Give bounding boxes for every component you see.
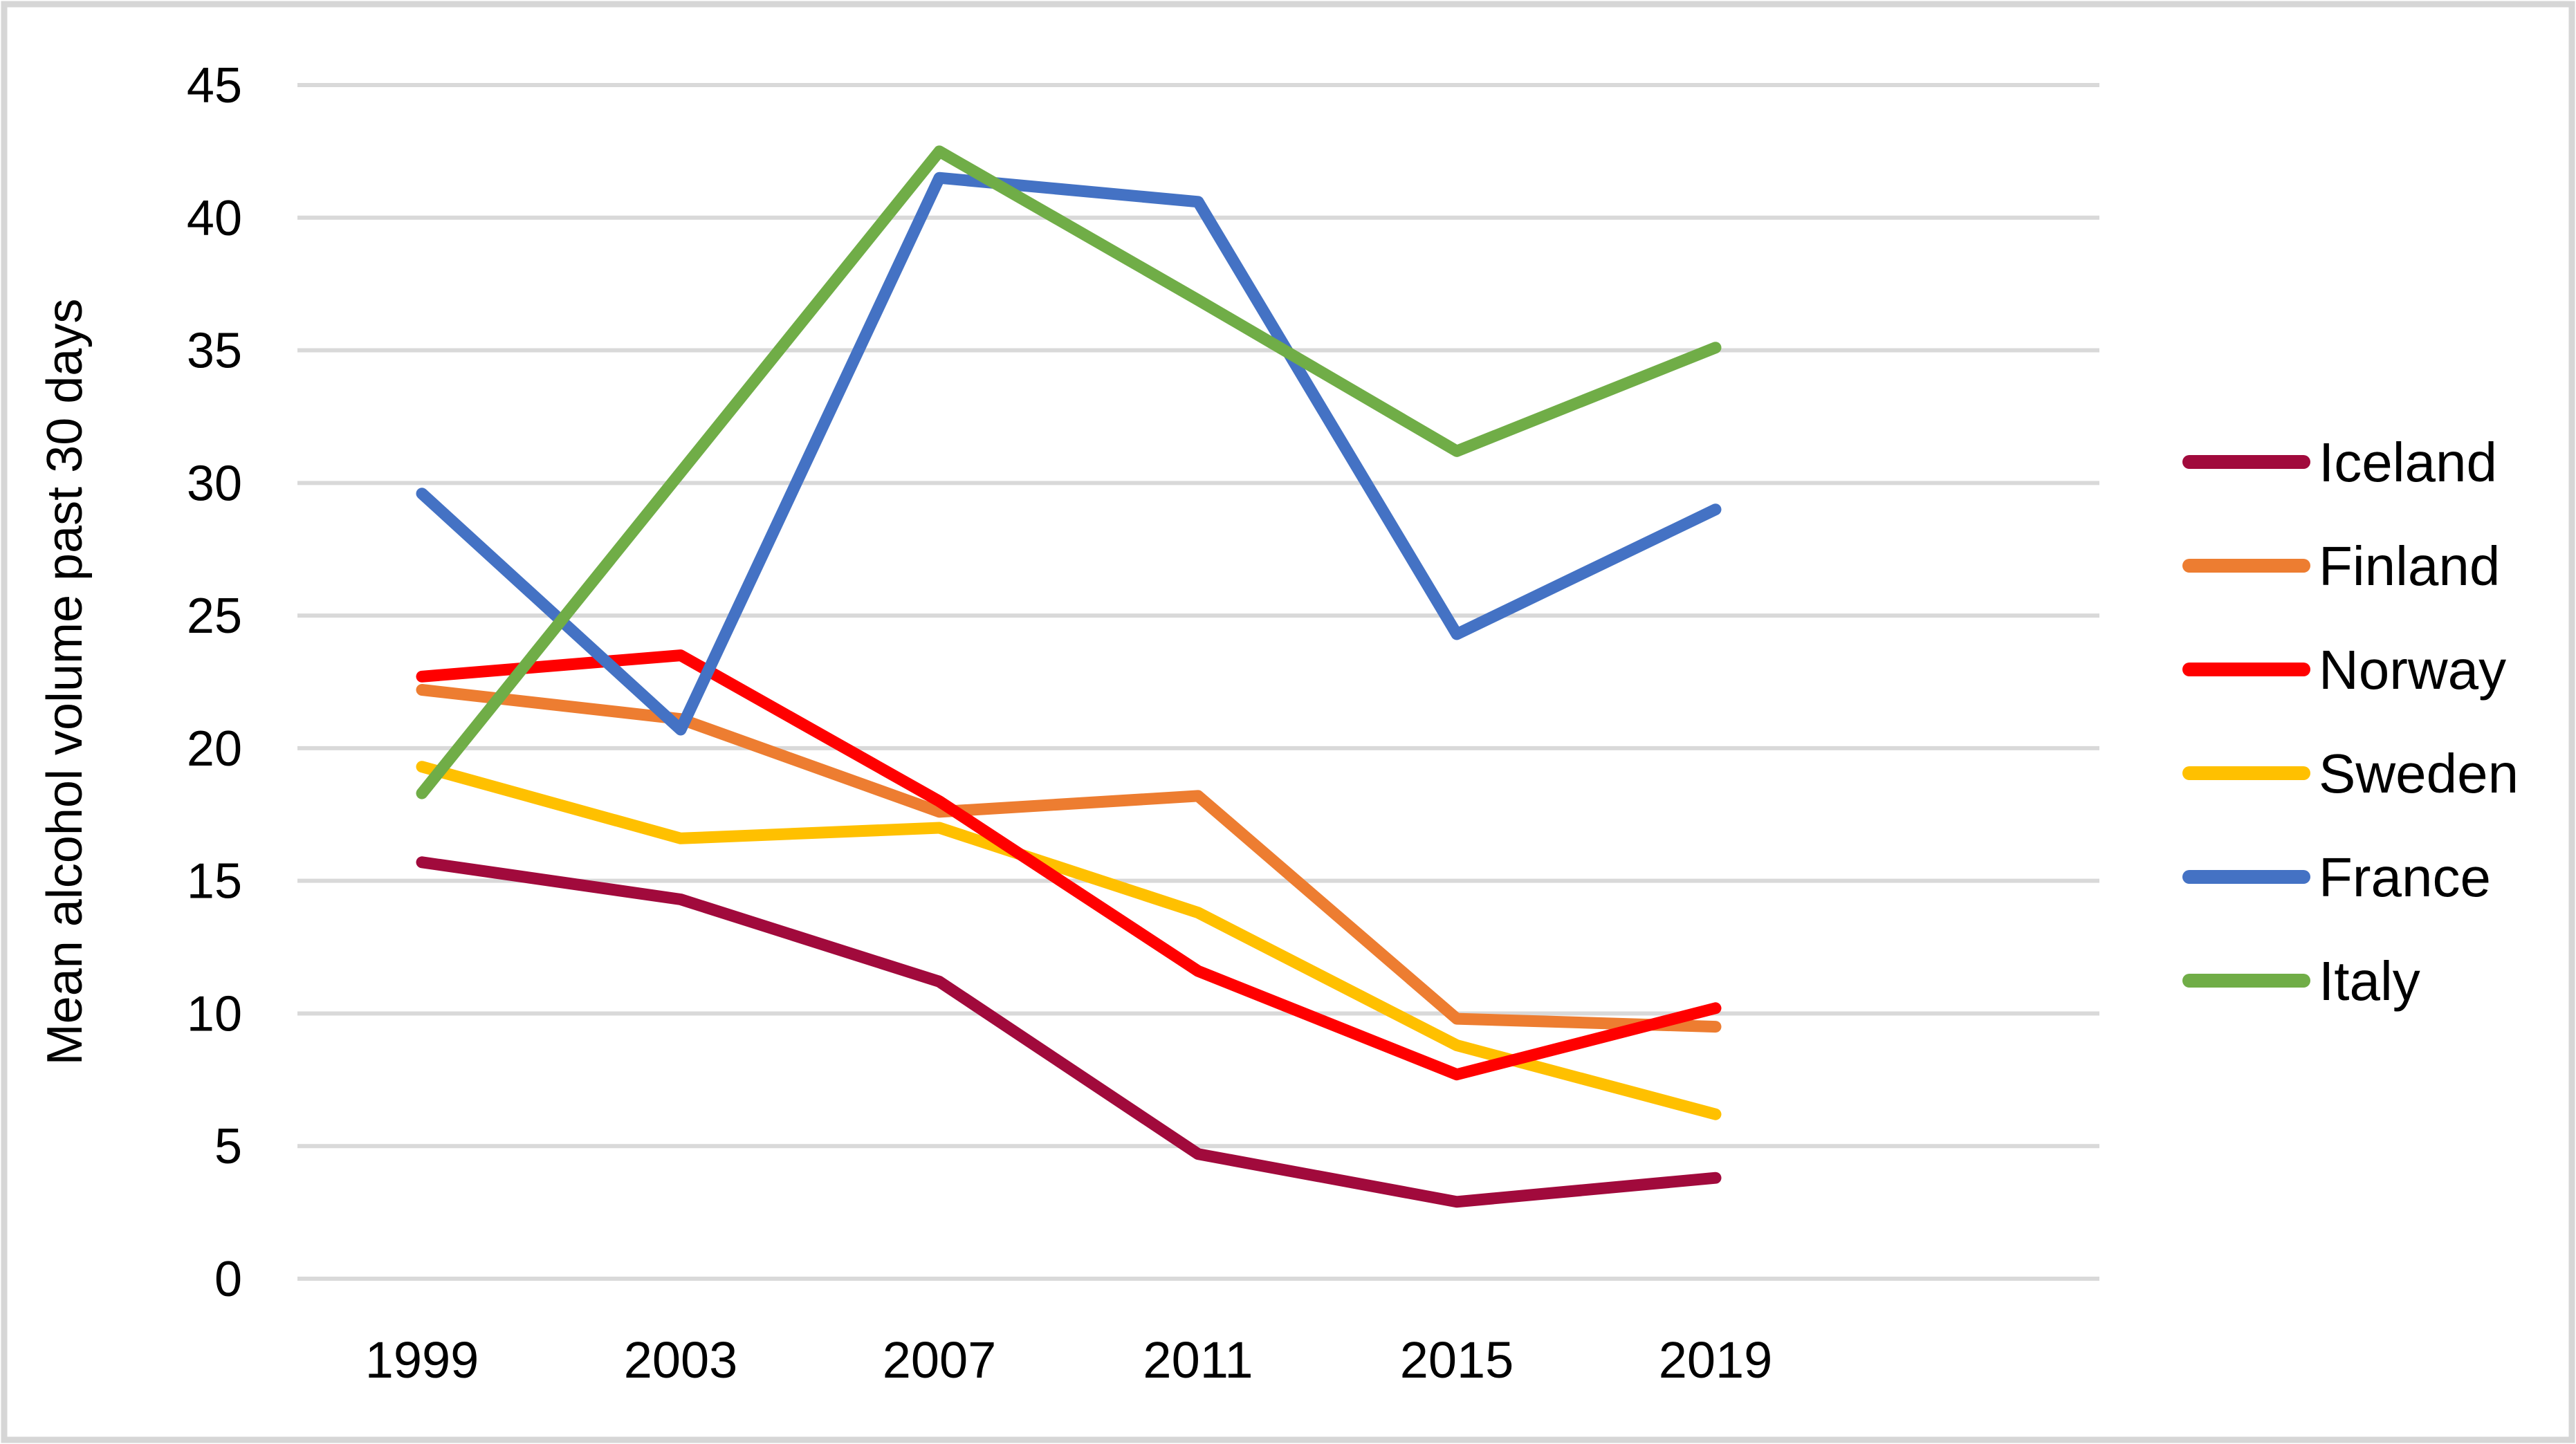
series-line-norway bbox=[416, 649, 1722, 1081]
legend-item-france: France bbox=[2182, 846, 2491, 908]
legend-item-italy: Italy bbox=[2182, 950, 2420, 1012]
legend: Iceland Finland Norway Sweden France Italy bbox=[2182, 432, 2519, 1012]
legend-label-norway: Norway bbox=[2319, 639, 2506, 701]
series-lines-group bbox=[416, 145, 1722, 1208]
y-axis-tick-label: 10 bbox=[187, 986, 242, 1042]
legend-label-sweden: Sweden bbox=[2319, 743, 2519, 804]
x-axis-tick-label: 2019 bbox=[1659, 1331, 1773, 1389]
legend-label-italy: Italy bbox=[2319, 950, 2420, 1012]
y-axis-tick-label: 15 bbox=[187, 854, 242, 909]
legend-item-finland: Finland bbox=[2182, 535, 2500, 597]
series-line-finland bbox=[416, 684, 1722, 1033]
y-axis-tick-label: 45 bbox=[187, 58, 242, 113]
legend-label-iceland: Iceland bbox=[2319, 432, 2497, 493]
x-axis-tick-label: 2015 bbox=[1400, 1331, 1514, 1389]
legend-label-france: France bbox=[2319, 846, 2491, 908]
legend-swatch-italy bbox=[2182, 974, 2310, 988]
series-line-france bbox=[416, 172, 1722, 736]
y-axis-tick-label: 35 bbox=[187, 324, 242, 379]
series-line-sweden bbox=[416, 761, 1722, 1120]
legend-label-finland: Finland bbox=[2319, 535, 2500, 597]
x-axis-tick-labels: 1999 2003 2007 2011 2015 2019 bbox=[365, 1331, 1773, 1389]
legend-swatch-sweden bbox=[2182, 766, 2310, 780]
y-axis-tick-label: 30 bbox=[187, 456, 242, 511]
legend-item-iceland: Iceland bbox=[2182, 432, 2497, 493]
series-line-iceland bbox=[416, 856, 1722, 1208]
legend-item-norway: Norway bbox=[2182, 639, 2506, 701]
y-axis-tick-label: 25 bbox=[187, 589, 242, 644]
legend-swatch-france bbox=[2182, 870, 2310, 884]
y-axis-title: Mean alcohol volume past 30 days bbox=[37, 299, 93, 1066]
legend-swatch-iceland bbox=[2182, 455, 2310, 469]
y-axis-tick-labels: 0 5 10 15 20 25 30 35 40 45 bbox=[187, 58, 242, 1307]
x-axis-tick-label: 2003 bbox=[624, 1331, 738, 1389]
x-axis-tick-label: 2011 bbox=[1143, 1331, 1253, 1389]
y-axis-tick-label: 0 bbox=[214, 1252, 242, 1307]
y-axis-tick-label: 40 bbox=[187, 191, 242, 246]
x-axis-tick-label: 1999 bbox=[365, 1331, 479, 1389]
y-axis-tick-label: 5 bbox=[214, 1119, 242, 1174]
legend-item-sweden: Sweden bbox=[2182, 743, 2519, 804]
gridlines-group bbox=[297, 83, 2099, 1281]
series-line-italy bbox=[416, 145, 1722, 799]
legend-swatch-norway bbox=[2182, 663, 2310, 676]
y-axis-tick-label: 20 bbox=[187, 721, 242, 777]
x-axis-tick-label: 2007 bbox=[883, 1331, 997, 1389]
legend-swatch-finland bbox=[2182, 559, 2310, 573]
